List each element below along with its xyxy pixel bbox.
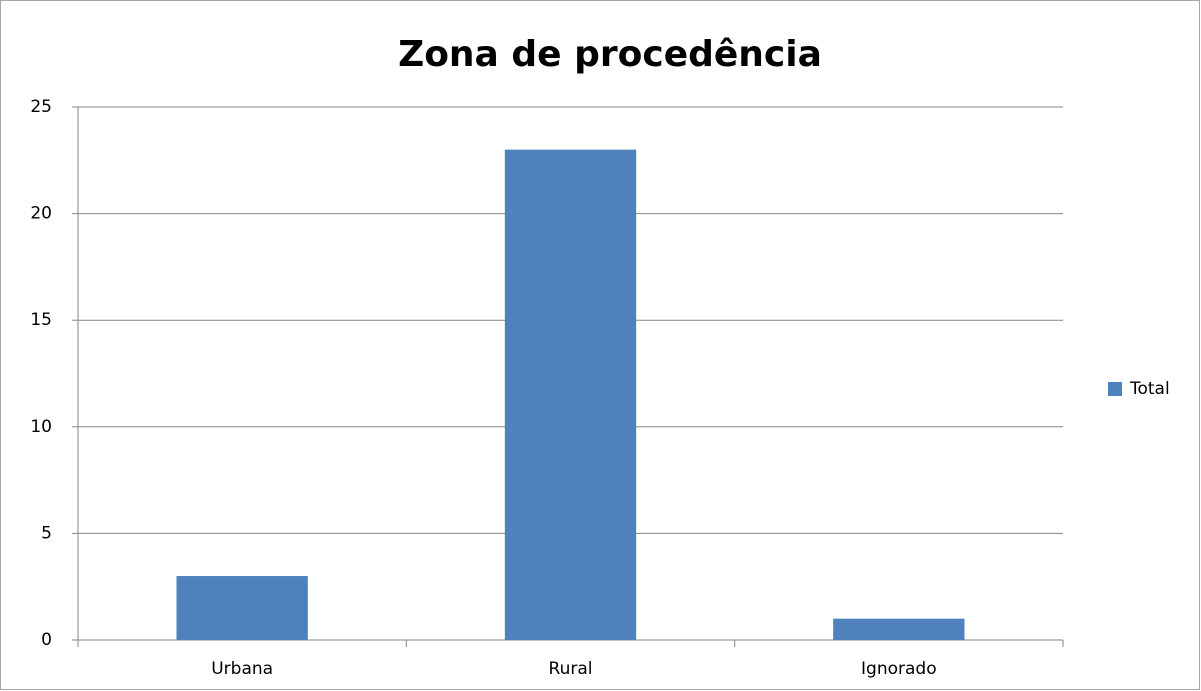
legend-label: Total	[1129, 379, 1170, 399]
y-tick-label: 25	[30, 97, 52, 117]
x-tick-label: Rural	[549, 659, 593, 679]
bar	[504, 149, 637, 640]
legend-swatch	[1108, 382, 1122, 396]
y-tick-label: 20	[30, 204, 52, 224]
x-tick-label: Ignorado	[861, 659, 937, 679]
x-tick-label: Urbana	[211, 659, 273, 679]
bar	[176, 576, 308, 640]
chart-title: Zona de procedência	[398, 34, 822, 75]
y-tick-label: 5	[41, 523, 52, 543]
y-tick-label: 15	[30, 310, 52, 330]
y-tick-label: 0	[41, 630, 52, 650]
y-tick-label: 10	[30, 417, 52, 437]
bar	[833, 618, 965, 640]
